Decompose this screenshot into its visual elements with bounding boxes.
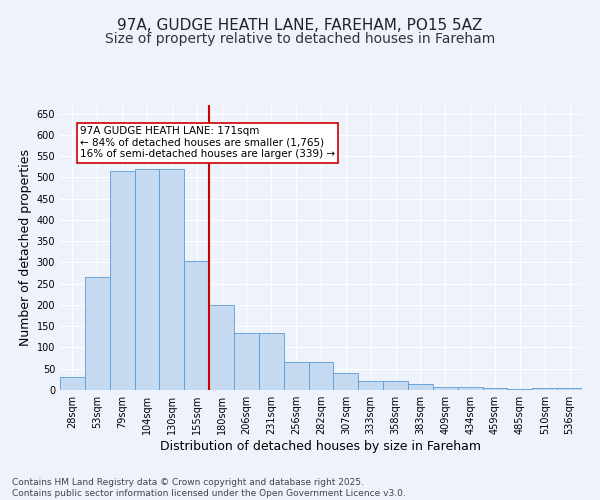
Text: 97A, GUDGE HEATH LANE, FAREHAM, PO15 5AZ: 97A, GUDGE HEATH LANE, FAREHAM, PO15 5AZ — [118, 18, 482, 32]
Bar — [184, 261, 209, 390]
Bar — [209, 306, 234, 390]
Text: Contains HM Land Registry data © Crown copyright and database right 2025.
Contai: Contains HM Land Registry data © Crown c… — [12, 478, 406, 498]
Bar — [383, 382, 408, 390]
Bar — [160, 169, 184, 390]
Bar — [508, 389, 532, 390]
Bar — [433, 386, 458, 390]
Bar — [60, 377, 85, 390]
Bar — [234, 332, 259, 390]
Bar — [358, 382, 383, 390]
Y-axis label: Number of detached properties: Number of detached properties — [19, 149, 32, 346]
Bar — [532, 388, 557, 390]
Bar — [334, 374, 358, 390]
Bar — [557, 388, 582, 390]
Bar — [134, 169, 160, 390]
Bar — [458, 386, 482, 390]
Text: 97A GUDGE HEATH LANE: 171sqm
← 84% of detached houses are smaller (1,765)
16% of: 97A GUDGE HEATH LANE: 171sqm ← 84% of de… — [80, 126, 335, 160]
Bar — [284, 362, 308, 390]
Bar — [482, 388, 508, 390]
X-axis label: Distribution of detached houses by size in Fareham: Distribution of detached houses by size … — [161, 440, 482, 453]
Bar — [85, 278, 110, 390]
Bar — [110, 171, 134, 390]
Bar — [259, 332, 284, 390]
Bar — [408, 384, 433, 390]
Bar — [308, 362, 334, 390]
Text: Size of property relative to detached houses in Fareham: Size of property relative to detached ho… — [105, 32, 495, 46]
